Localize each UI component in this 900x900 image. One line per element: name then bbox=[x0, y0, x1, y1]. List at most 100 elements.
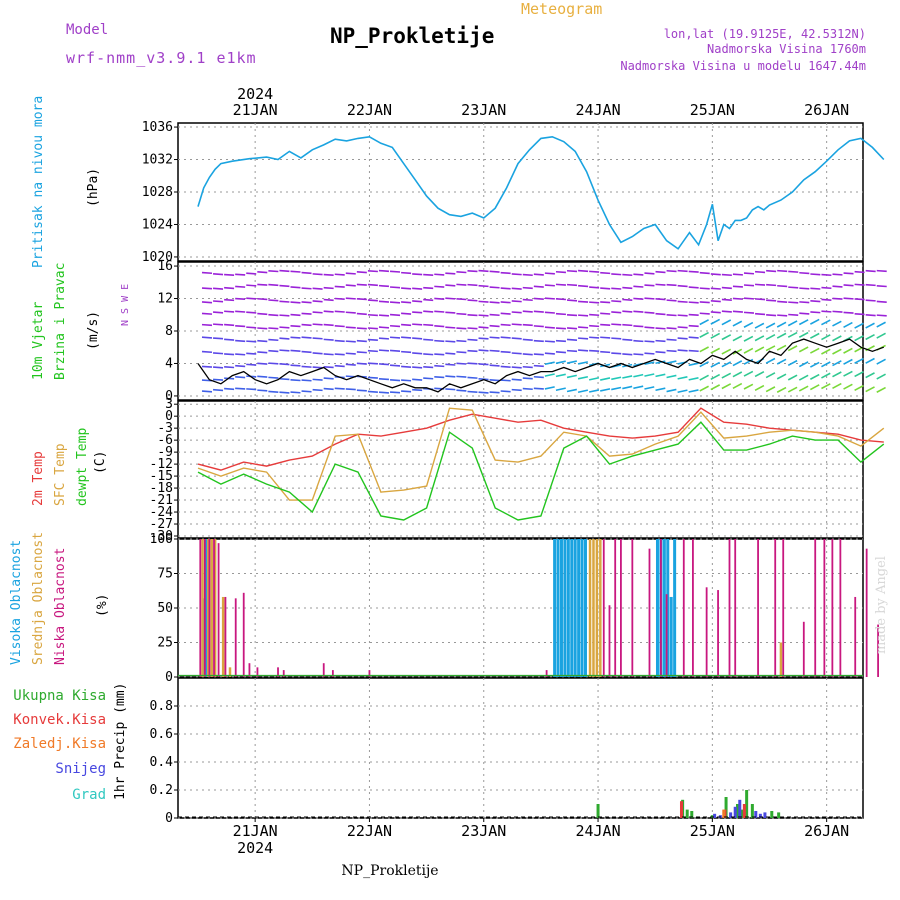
low-cloud-bar bbox=[322, 663, 325, 677]
wind-vector bbox=[787, 331, 798, 338]
low-cloud-bar bbox=[692, 539, 694, 677]
wind-vector bbox=[776, 344, 787, 351]
wind-vector bbox=[655, 270, 666, 274]
wind-vector bbox=[655, 373, 666, 378]
wind-vector bbox=[257, 351, 268, 354]
precip-snow-bar bbox=[713, 813, 717, 818]
station-title: NP_Prokletije bbox=[330, 24, 494, 48]
wind-vector bbox=[743, 321, 754, 328]
wind-vector bbox=[445, 311, 456, 314]
wind-vector bbox=[445, 272, 456, 275]
wind-vector bbox=[467, 299, 478, 302]
wind-vector bbox=[876, 269, 887, 273]
wind-vector bbox=[522, 387, 533, 391]
precip-snow-bar bbox=[763, 812, 767, 818]
low-cloud-bar bbox=[199, 539, 202, 677]
wind-vector bbox=[489, 286, 500, 289]
low-cloud-bar bbox=[854, 596, 857, 677]
wind-vector bbox=[522, 310, 533, 313]
wind-vector bbox=[865, 283, 876, 287]
wind-vector bbox=[666, 338, 677, 341]
wind-vector bbox=[522, 273, 533, 277]
wind-vector bbox=[788, 301, 799, 304]
low-cloud-bar bbox=[242, 592, 245, 677]
wind-vector bbox=[500, 312, 511, 315]
wind-vector bbox=[246, 363, 257, 366]
wind-vector bbox=[456, 339, 467, 343]
precip-legend-snow: Snijeg bbox=[55, 761, 106, 777]
top-date-label: 23JAN bbox=[461, 101, 506, 119]
product-title: Meteogram bbox=[521, 0, 602, 18]
wind-vector bbox=[622, 286, 633, 290]
wind-vector bbox=[268, 362, 279, 365]
wind-vector bbox=[688, 313, 699, 317]
wind-vector bbox=[423, 310, 434, 313]
wind-vector bbox=[743, 272, 755, 275]
wind-vector bbox=[389, 313, 401, 317]
wind-vector bbox=[765, 357, 776, 364]
wind-vector bbox=[467, 349, 478, 353]
temp-ylabel-3: dewpt Temp bbox=[75, 428, 90, 506]
wind-vector bbox=[600, 336, 611, 339]
wind-vector bbox=[279, 314, 290, 317]
wind-vector bbox=[578, 269, 589, 273]
wind-vector bbox=[213, 300, 224, 303]
wind-vector bbox=[699, 361, 709, 368]
wind-vector bbox=[809, 384, 820, 391]
wind-vector bbox=[511, 337, 522, 340]
wind-vector bbox=[345, 340, 356, 343]
wind-vector bbox=[644, 340, 655, 343]
wind-vector bbox=[290, 313, 301, 317]
wind-vector bbox=[832, 285, 843, 288]
y-tick-label: -6 bbox=[157, 433, 173, 448]
model-elevation-label: Nadmorska Visina u modelu 1647.44m bbox=[620, 59, 866, 73]
wind-vector bbox=[710, 384, 721, 391]
low-cloud-bar bbox=[208, 539, 211, 677]
wind-vector bbox=[235, 324, 246, 328]
wind-vector bbox=[445, 388, 456, 391]
precip-total-bar bbox=[735, 804, 739, 818]
wind-vector bbox=[798, 331, 809, 338]
wind-vector bbox=[500, 350, 511, 354]
wind-vector bbox=[755, 312, 766, 316]
wind-vector bbox=[589, 336, 600, 339]
top-date-label: 24JAN bbox=[575, 101, 620, 119]
wind-vector bbox=[257, 375, 268, 378]
wind-vector bbox=[434, 353, 445, 356]
wind-vector bbox=[489, 379, 500, 382]
wind-vector bbox=[566, 349, 578, 353]
y-tick-label: 16 bbox=[157, 259, 173, 274]
wind-vector bbox=[213, 388, 224, 392]
wind-vector bbox=[412, 311, 423, 314]
wind-vector bbox=[224, 353, 235, 356]
y-tick-label: 0 bbox=[165, 670, 173, 685]
wind-vector bbox=[544, 297, 555, 300]
wind-vector bbox=[489, 313, 500, 317]
wind-vector bbox=[257, 283, 268, 286]
mid-cloud-bar bbox=[599, 539, 602, 677]
wind-vector bbox=[544, 386, 555, 390]
wind-vector bbox=[600, 377, 611, 381]
wind-vector bbox=[821, 348, 831, 355]
wind-vector bbox=[843, 272, 854, 275]
wind-vector bbox=[279, 377, 290, 381]
wind-vector bbox=[555, 270, 566, 274]
precip-conv-bar bbox=[679, 801, 683, 818]
wind-vector bbox=[224, 387, 235, 391]
wind-vector bbox=[323, 273, 334, 277]
wind-vector bbox=[776, 332, 787, 339]
wind-vector bbox=[401, 323, 412, 327]
wind-vector bbox=[301, 390, 312, 393]
watermark: made by Angel bbox=[874, 556, 889, 654]
precip-conv-bar bbox=[742, 804, 746, 818]
high-cloud-bar bbox=[655, 539, 659, 677]
wind-vector bbox=[633, 297, 644, 300]
wind-vector bbox=[268, 390, 279, 393]
wind-vector bbox=[434, 364, 445, 368]
wind-vector bbox=[301, 336, 312, 339]
wind-unit: (m/s) bbox=[86, 311, 101, 350]
bottom-date-label: 21JAN bbox=[233, 822, 278, 840]
wind-vector bbox=[721, 286, 732, 290]
wind-vector bbox=[434, 325, 445, 328]
wind-vector bbox=[224, 366, 235, 369]
